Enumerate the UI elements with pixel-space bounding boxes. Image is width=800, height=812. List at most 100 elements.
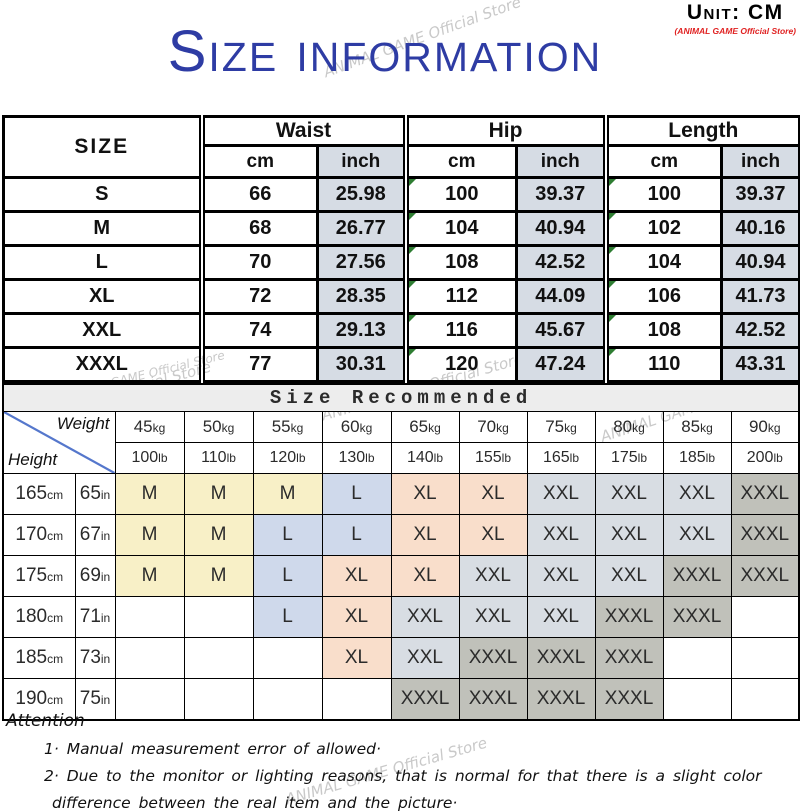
recommended-size-cell: XXXL (594, 678, 664, 721)
weight-kg-header: 50kg (183, 411, 254, 443)
length-inch-cell: 39.37 (720, 176, 800, 213)
empty-cell (730, 637, 800, 679)
hip-inch-cell: 39.37 (515, 176, 608, 213)
recommended-size-cell: XXL (526, 473, 596, 515)
waist-cm-cell: 72 (198, 278, 319, 315)
recommended-size-cell: XXXL (730, 555, 800, 597)
size-label-cell: M (2, 210, 203, 247)
recommended-size-cell: L (321, 473, 392, 515)
length-cm-cell: 106 (602, 278, 724, 315)
subheader-inch: inch (515, 144, 608, 179)
recommended-size-cell: XXXL (458, 678, 528, 721)
hip-inch-cell: 45.67 (515, 312, 608, 349)
attention-title: Attention (6, 711, 85, 731)
recommended-size-cell: XXXL (730, 473, 800, 515)
recommended-size-cell: M (252, 473, 323, 515)
waist-inch-cell: 28.35 (315, 278, 408, 315)
size-table-body: S 66 25.98 100 39.37 100 39.37 M 68 26.77 104 40.94… (2, 176, 800, 383)
recommended-row: 165cm 65in M M M L XL XL XXL XXL XXL XXXL (2, 473, 800, 515)
recommended-size-cell: XXXL (594, 637, 664, 679)
recommended-size-cell: XXL (662, 473, 732, 515)
weight-axis-label: Weight (56, 414, 110, 433)
length-cm-cell: 102 (602, 210, 724, 247)
recommended-size-cell: L (321, 514, 392, 556)
recommended-size-cell: XL (321, 555, 392, 597)
waist-inch-cell: 27.56 (315, 244, 408, 281)
comment-triangle-icon (608, 213, 616, 220)
recommended-title-row: Size Recommended (2, 383, 800, 412)
weight-kg-header: 70kg (458, 411, 528, 443)
recommended-row: 170cm 67in M M L L XL XL XXL XXL XXL XXXL (2, 514, 800, 556)
waist-inch-cell: 26.77 (315, 210, 408, 247)
waist-inch-cell: 25.98 (315, 176, 408, 213)
recommended-size-cell: L (252, 555, 323, 597)
height-cm-cell: 165cm (2, 473, 76, 515)
empty-cell (183, 678, 254, 721)
comment-triangle-icon (608, 179, 616, 186)
attention-line: difference between the real item and the… (52, 794, 458, 812)
col-group-header-length: Length (602, 115, 800, 147)
hip-inch-cell: 44.09 (515, 278, 608, 315)
recommended-size-cell: L (252, 596, 323, 638)
recommended-size-cell: XL (390, 555, 460, 597)
weight-lb-header: 110lb (183, 442, 254, 474)
recommended-size-cell: XXXL (662, 555, 732, 597)
recommended-size-cell: M (114, 473, 185, 515)
size-label-cell: XL (2, 278, 203, 315)
waist-cm-cell: 66 (198, 176, 319, 213)
height-cm-cell: 185cm (2, 637, 76, 679)
waist-inch-cell: 29.13 (315, 312, 408, 349)
hip-cm-cell: 108 (402, 244, 519, 281)
page-title: Size information (167, 19, 603, 84)
comment-triangle-icon (408, 315, 416, 322)
size-label-cell: L (2, 244, 203, 281)
size-recommended-body: Size Recommended Weight Height 45kg 50kg 55kg… (2, 383, 800, 721)
waist-cm-cell: 77 (198, 346, 319, 383)
recommended-size-cell: XXL (526, 514, 596, 556)
col-group-header-hip: Hip (402, 115, 608, 147)
weight-kg-header: 85kg (662, 411, 732, 443)
recommended-row: 175cm 69in M M L XL XL XXL XXL XXL XXXL XXXL (2, 555, 800, 597)
weight-kg-header: 55kg (252, 411, 323, 443)
empty-cell (662, 637, 732, 679)
weight-lb-header: 155lb (458, 442, 528, 474)
recommended-size-cell: L (252, 514, 323, 556)
hip-cm-cell: 104 (402, 210, 519, 247)
subheader-cm: cm (198, 144, 319, 179)
size-table-header-row: SIZE Waist Hip Length (2, 115, 800, 179)
length-cm-cell: 110 (602, 346, 724, 383)
hip-inch-cell: 42.52 (515, 244, 608, 281)
weight-height-diagonal-cell: Weight Height (2, 411, 116, 474)
height-in-cell: 69in (74, 555, 116, 597)
comment-triangle-icon (408, 281, 416, 288)
recommended-size-cell: XXXL (390, 678, 460, 721)
store-name-label: (ANIMAL GAME Official Store) (674, 26, 796, 36)
empty-cell (252, 637, 323, 679)
size-table: SIZE Waist Hip Length cm inch cm inch cm inch S 66… (2, 115, 800, 383)
empty-cell (730, 596, 800, 638)
weight-kg-header: 90kg (730, 411, 800, 443)
waist-inch-cell: 30.31 (315, 346, 408, 383)
size-table-row: XXL 74 29.13 116 45.67 108 42.52 (2, 312, 800, 349)
length-inch-cell: 41.73 (720, 278, 800, 315)
weight-lb-header: 175lb (594, 442, 664, 474)
empty-cell (321, 678, 392, 721)
length-inch-cell: 40.16 (720, 210, 800, 247)
weight-lb-header: 165lb (526, 442, 596, 474)
weight-kg-header: 65kg (390, 411, 460, 443)
recommended-size-cell: XL (458, 514, 528, 556)
weight-lb-row: 100lb 110lb 120lb 130lb 140lb 155lb 165lb 175lb… (3, 442, 800, 474)
recommended-size-cell: XXL (458, 596, 528, 638)
comment-triangle-icon (408, 179, 416, 186)
recommended-size-cell: XXXL (458, 637, 528, 679)
recommended-size-cell: XXL (390, 596, 460, 638)
empty-cell (730, 678, 800, 721)
empty-cell (183, 637, 254, 679)
size-table-subheader-row: cm inch cm inch cm inch (4, 144, 800, 179)
height-axis-label: Height (8, 450, 58, 469)
recommended-size-cell: XL (390, 473, 460, 515)
subheader-inch: inch (720, 144, 800, 179)
recommended-size-cell: XXXL (730, 514, 800, 556)
weight-lb-header: 140lb (390, 442, 460, 474)
unit-note: Unit: CM (ANIMAL GAME Official Store) (674, 1, 796, 36)
